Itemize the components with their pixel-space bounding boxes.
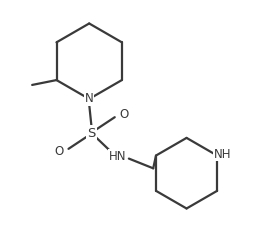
Text: N: N (85, 92, 94, 105)
Text: O: O (119, 108, 129, 121)
Text: O: O (55, 145, 64, 158)
Text: NH: NH (214, 148, 231, 161)
Text: S: S (88, 126, 96, 139)
Text: HN: HN (109, 150, 126, 163)
